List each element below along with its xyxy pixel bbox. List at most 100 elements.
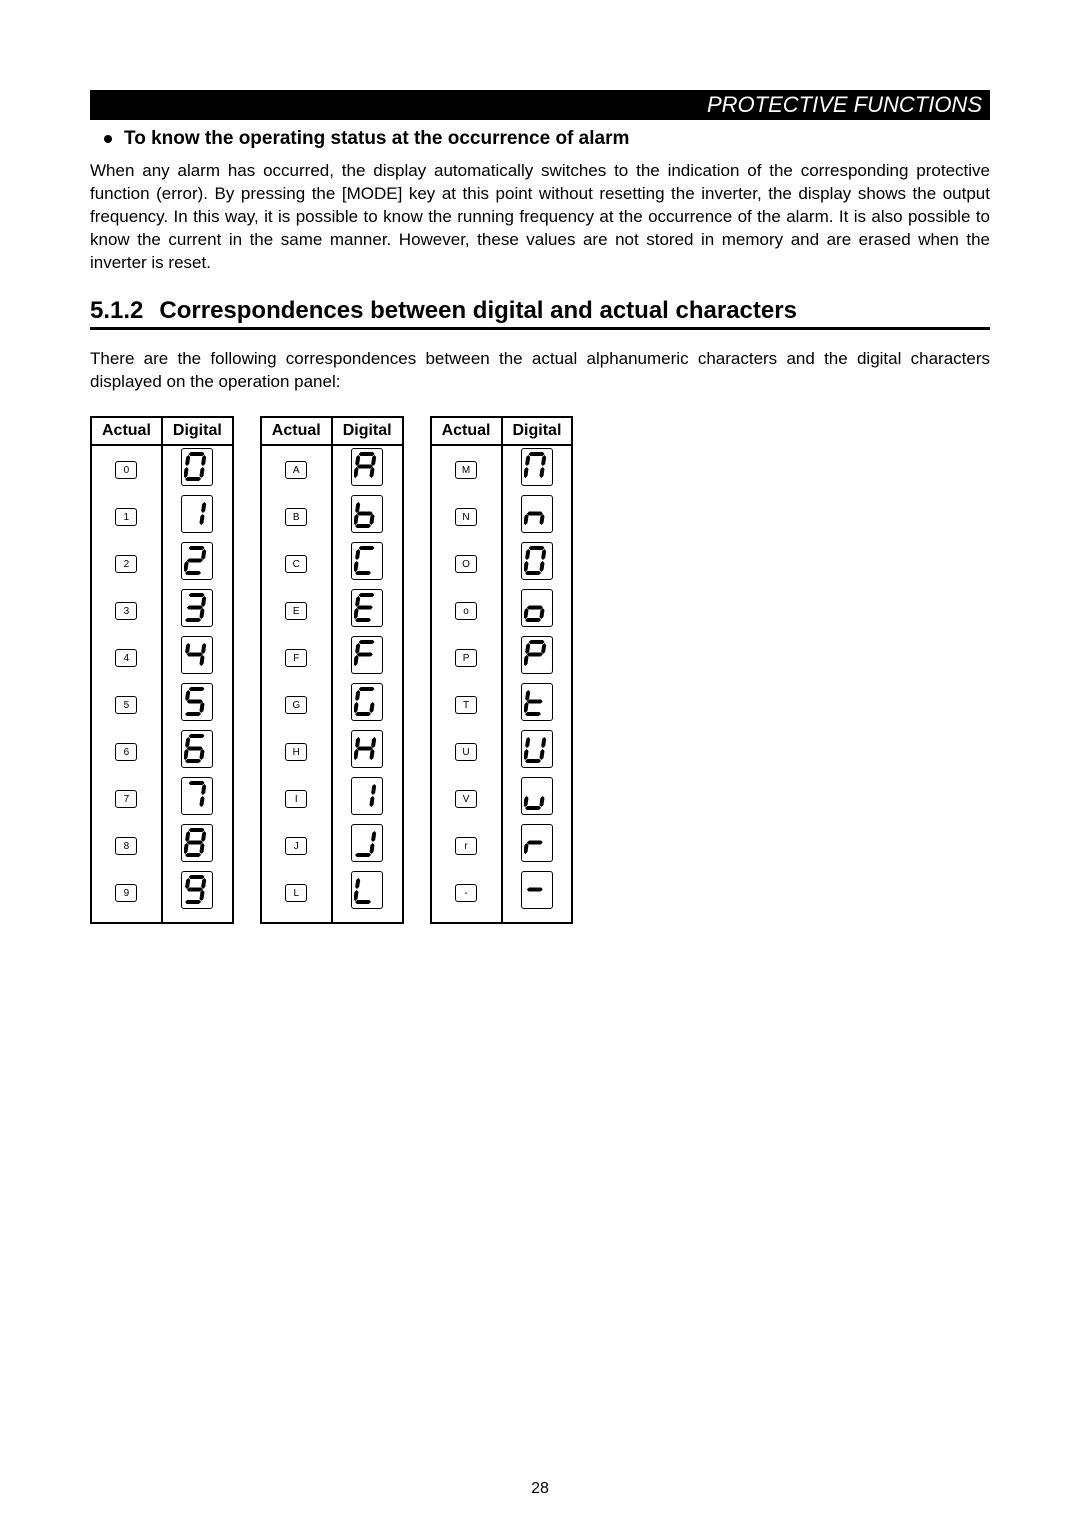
tables-row: Actual Digital 0123456789 Actual Digital… — [90, 416, 990, 924]
table-row: 7 — [91, 775, 233, 822]
table-row: 4 — [91, 634, 233, 681]
actual-key-icon: 5 — [115, 696, 137, 714]
seven-segment-icon — [521, 824, 553, 862]
actual-cell: 8 — [91, 822, 162, 869]
char-table-2-body: ABCEFGHI J L — [261, 445, 403, 923]
table-row: F — [261, 634, 403, 681]
actual-cell: C — [261, 540, 332, 587]
actual-cell: r — [431, 822, 502, 869]
actual-key-icon: J — [285, 837, 307, 855]
col-digital: Digital — [162, 417, 233, 445]
table-row: U — [431, 728, 573, 775]
seven-segment-icon — [351, 824, 383, 862]
table-row: 8 — [91, 822, 233, 869]
actual-cell: B — [261, 493, 332, 540]
seven-segment-icon — [521, 636, 553, 674]
seven-segment-icon — [181, 824, 213, 862]
table-row: o — [431, 587, 573, 634]
actual-key-icon: 8 — [115, 837, 137, 855]
seven-segment-icon — [181, 730, 213, 768]
actual-cell: F — [261, 634, 332, 681]
actual-cell: 5 — [91, 681, 162, 728]
actual-key-icon: 6 — [115, 743, 137, 761]
seven-segment-icon — [181, 871, 213, 909]
seven-segment-icon — [351, 777, 383, 815]
seven-segment-icon — [351, 730, 383, 768]
actual-key-icon: 7 — [115, 790, 137, 808]
seven-segment-icon — [181, 777, 213, 815]
digital-cell — [502, 728, 573, 775]
actual-cell: - — [431, 869, 502, 923]
table-row: H — [261, 728, 403, 775]
char-table-1-body: 0123456789 — [91, 445, 233, 923]
bullet-heading-text: To know the operating status at the occu… — [124, 128, 629, 150]
seven-segment-icon — [521, 683, 553, 721]
seven-segment-icon — [181, 636, 213, 674]
digital-cell — [332, 634, 403, 681]
actual-cell: J — [261, 822, 332, 869]
bullet-dot-icon — [104, 135, 112, 143]
digital-cell — [332, 445, 403, 493]
actual-key-icon: N — [455, 508, 477, 526]
actual-cell: T — [431, 681, 502, 728]
col-actual: Actual — [431, 417, 502, 445]
section-number: 5.1.2 — [90, 297, 143, 325]
digital-cell — [162, 869, 233, 923]
seven-segment-icon — [181, 495, 213, 533]
actual-cell: 2 — [91, 540, 162, 587]
table-row: B — [261, 493, 403, 540]
table-row: I — [261, 775, 403, 822]
actual-cell: N — [431, 493, 502, 540]
seven-segment-icon — [351, 542, 383, 580]
seven-segment-icon — [181, 683, 213, 721]
actual-key-icon: P — [455, 649, 477, 667]
actual-cell: 4 — [91, 634, 162, 681]
digital-cell — [332, 587, 403, 634]
actual-key-icon: o — [455, 602, 477, 620]
digital-cell — [502, 634, 573, 681]
table-row: L — [261, 869, 403, 923]
digital-cell — [502, 445, 573, 493]
table-row: A — [261, 445, 403, 493]
actual-key-icon: L — [285, 884, 307, 902]
col-actual: Actual — [261, 417, 332, 445]
seven-segment-icon — [351, 589, 383, 627]
actual-cell: V — [431, 775, 502, 822]
actual-key-icon: r — [455, 837, 477, 855]
table-row: E — [261, 587, 403, 634]
digital-cell — [332, 775, 403, 822]
digital-cell — [332, 728, 403, 775]
seven-segment-icon — [351, 636, 383, 674]
table-row: - — [431, 869, 573, 923]
table-row: 5 — [91, 681, 233, 728]
seven-segment-icon — [521, 871, 553, 909]
digital-cell — [502, 822, 573, 869]
char-table-3-body: MNOoPTUVr- — [431, 445, 573, 923]
seven-segment-icon — [521, 542, 553, 580]
table-row: J — [261, 822, 403, 869]
seven-segment-icon — [181, 589, 213, 627]
digital-cell — [162, 728, 233, 775]
actual-cell: 3 — [91, 587, 162, 634]
digital-cell — [332, 869, 403, 923]
char-table-2: Actual Digital ABCEFGHI J L — [260, 416, 404, 924]
col-actual: Actual — [91, 417, 162, 445]
paragraph-correspondence: There are the following correspondences … — [90, 348, 990, 394]
digital-cell — [162, 445, 233, 493]
actual-key-icon: G — [285, 696, 307, 714]
table-row: C — [261, 540, 403, 587]
actual-key-icon: 2 — [115, 555, 137, 573]
col-digital: Digital — [332, 417, 403, 445]
actual-cell: G — [261, 681, 332, 728]
table-row: G — [261, 681, 403, 728]
seven-segment-icon — [181, 448, 213, 486]
table-row: r — [431, 822, 573, 869]
seven-segment-icon — [351, 871, 383, 909]
digital-cell — [162, 587, 233, 634]
actual-cell: 6 — [91, 728, 162, 775]
actual-key-icon: U — [455, 743, 477, 761]
table-row: N — [431, 493, 573, 540]
actual-key-icon: I — [285, 790, 307, 808]
header-title: PROTECTIVE FUNCTIONS — [707, 92, 982, 117]
seven-segment-icon — [351, 683, 383, 721]
